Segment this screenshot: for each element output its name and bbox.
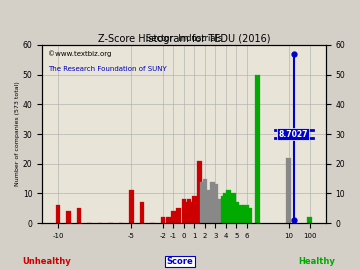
Bar bbox=[234, 202, 239, 223]
Bar bbox=[218, 199, 223, 223]
Bar bbox=[161, 217, 165, 223]
Bar bbox=[307, 217, 312, 223]
Bar bbox=[205, 190, 210, 223]
Bar bbox=[171, 211, 176, 223]
Bar bbox=[231, 193, 236, 223]
Bar bbox=[224, 193, 228, 223]
Bar bbox=[192, 196, 197, 223]
Bar bbox=[166, 217, 171, 223]
Bar bbox=[66, 211, 71, 223]
Bar bbox=[184, 202, 189, 223]
Bar bbox=[140, 202, 144, 223]
Bar bbox=[226, 190, 231, 223]
Bar bbox=[187, 199, 192, 223]
Title: Z-Score Histogram for TEDU (2016): Z-Score Histogram for TEDU (2016) bbox=[98, 34, 270, 44]
Text: 8.7027: 8.7027 bbox=[278, 130, 308, 139]
Bar bbox=[242, 208, 247, 223]
Bar bbox=[255, 75, 260, 223]
Bar bbox=[200, 181, 204, 223]
Bar bbox=[189, 202, 194, 223]
Bar bbox=[239, 205, 244, 223]
Bar bbox=[237, 208, 241, 223]
Bar bbox=[210, 181, 215, 223]
Bar bbox=[176, 208, 181, 223]
Text: Healthy: Healthy bbox=[298, 257, 335, 266]
Bar bbox=[247, 208, 252, 223]
Bar bbox=[203, 178, 207, 223]
Text: Unhealthy: Unhealthy bbox=[22, 257, 71, 266]
Bar bbox=[77, 208, 81, 223]
Y-axis label: Number of companies (573 total): Number of companies (573 total) bbox=[15, 82, 20, 186]
Bar bbox=[181, 199, 186, 223]
Bar bbox=[244, 205, 249, 223]
Bar bbox=[287, 158, 291, 223]
Bar bbox=[213, 184, 218, 223]
Text: Sector: Industrials: Sector: Industrials bbox=[146, 34, 222, 43]
Bar bbox=[56, 205, 60, 223]
Text: The Research Foundation of SUNY: The Research Foundation of SUNY bbox=[48, 66, 167, 72]
Bar bbox=[221, 196, 226, 223]
Text: Score: Score bbox=[167, 257, 193, 266]
Bar bbox=[129, 190, 134, 223]
Bar bbox=[197, 161, 202, 223]
Text: ©www.textbiz.org: ©www.textbiz.org bbox=[48, 50, 111, 57]
